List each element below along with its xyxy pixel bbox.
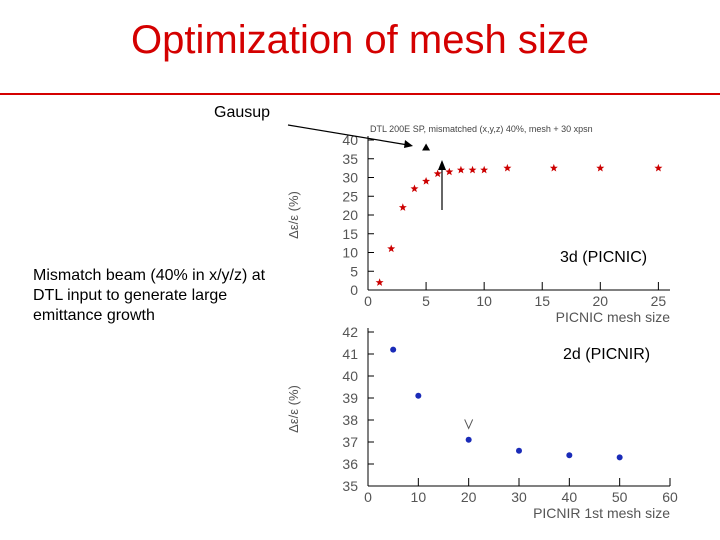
y-tick-label: 20 [342, 207, 358, 223]
slide-title: Optimization of mesh size [131, 18, 589, 62]
label-3d-picnic: 3d (PICNIC) [560, 249, 648, 267]
reference-v-marker [464, 419, 474, 430]
y-axis-title: Δε/ε (%) [286, 385, 301, 433]
y-tick-label: 41 [342, 346, 358, 362]
y-tick-label: 35 [342, 478, 358, 494]
vertical-arrowhead [438, 160, 446, 170]
data-point-star [445, 167, 454, 176]
y-tick-label: 36 [342, 456, 358, 472]
plot-title: DTL 200E SP, mismatched (x,y,z) 40%, mes… [370, 124, 593, 134]
y-tick-label: 39 [342, 390, 358, 406]
y-tick-label: 10 [342, 245, 358, 261]
data-point-star [375, 278, 384, 286]
mismatch-note: Mismatch beam (40% in x/y/z) at DTL inpu… [33, 267, 266, 324]
y-tick-label: 40 [342, 368, 358, 384]
y-tick-label: 5 [350, 263, 358, 279]
data-point-star [654, 163, 663, 172]
label-2d-picnir: 2d (PICNIR) [563, 346, 651, 364]
data-point-star [387, 244, 396, 253]
y-tick-label: 15 [342, 226, 358, 242]
data-point-star [549, 163, 558, 172]
reference-triangle [422, 143, 431, 151]
data-point-star [422, 177, 431, 185]
data-point-dot [390, 346, 397, 353]
y-tick-label: 38 [342, 412, 358, 428]
data-point-dot [415, 392, 422, 399]
x-tick-label: 20 [593, 293, 609, 309]
y-axis-title: Δε/ε (%) [286, 191, 301, 239]
x-tick-label: 40 [562, 489, 578, 505]
y-tick-label: 25 [342, 188, 358, 204]
data-point-star [468, 165, 477, 174]
data-point-star [398, 203, 407, 211]
x-tick-label: 20 [461, 489, 477, 505]
data-point-star [596, 163, 605, 172]
y-tick-label: 35 [342, 151, 358, 167]
data-point-dot [516, 447, 522, 454]
data-point-star [410, 184, 419, 193]
data-point-star [503, 163, 512, 172]
title-divider [0, 93, 720, 95]
y-tick-label: 30 [342, 170, 358, 186]
x-tick-label: 10 [476, 293, 492, 309]
data-point-star [433, 169, 442, 178]
gausup-arrow [287, 124, 409, 146]
gausup-arrowhead [404, 140, 413, 148]
data-point-dot [465, 436, 472, 443]
x-tick-label: 0 [364, 489, 372, 505]
gausup-label: Gausup [214, 104, 271, 121]
data-point-dot [616, 454, 623, 461]
x-tick-label: 15 [534, 293, 550, 309]
y-tick-label: 0 [350, 282, 358, 298]
x-axis-title: PICNIR 1st mesh size [533, 505, 670, 521]
x-tick-label: 25 [651, 293, 667, 309]
data-point-star [456, 165, 465, 174]
x-tick-label: 30 [511, 489, 527, 505]
data-point-star [480, 165, 489, 174]
x-axis-title: PICNIC mesh size [556, 309, 671, 325]
x-tick-label: 60 [662, 489, 678, 505]
x-tick-label: 50 [612, 489, 628, 505]
x-tick-label: 5 [422, 293, 430, 309]
data-point-dot [566, 452, 573, 459]
y-tick-label: 42 [342, 324, 358, 340]
y-tick-label: 37 [342, 434, 358, 450]
x-tick-label: 0 [364, 293, 372, 309]
x-tick-label: 10 [411, 489, 427, 505]
